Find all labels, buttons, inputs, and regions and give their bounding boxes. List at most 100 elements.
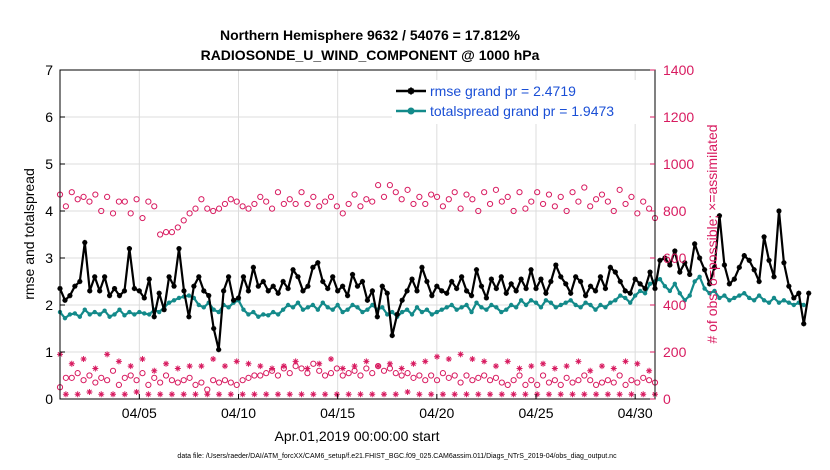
right-y-axis: 0 200 400 600 800 1000 1200 1400	[650, 62, 694, 407]
assimilated-point	[410, 360, 417, 367]
possible-low-point	[475, 374, 482, 381]
rmse-point	[667, 262, 673, 268]
rmse-point	[141, 295, 147, 301]
totalspread-point	[548, 300, 554, 305]
possible-low-point	[274, 372, 282, 379]
possible-low-point	[380, 367, 388, 374]
rmse-point	[146, 276, 152, 282]
rmse-point	[295, 274, 301, 280]
totalspread-point	[166, 300, 172, 305]
totalspread-point	[350, 302, 355, 308]
rmse-point	[488, 276, 494, 282]
possible-low-point	[62, 374, 69, 381]
possible-low-point	[333, 365, 340, 372]
possible-point	[445, 196, 452, 203]
totalspread-point	[122, 313, 127, 318]
possible-low-point	[162, 372, 170, 379]
totalspread-point	[667, 288, 673, 294]
totalspread-point	[345, 307, 350, 312]
possible-low-point	[198, 379, 205, 386]
assimilated-point	[428, 391, 435, 398]
possible-low-point	[145, 381, 152, 388]
rmse-point	[721, 262, 728, 268]
totalspread-point	[509, 302, 514, 308]
assimilated-point	[540, 360, 547, 367]
possible-point	[557, 193, 564, 200]
totalspread-point	[489, 302, 494, 308]
assimilated-point	[233, 358, 240, 365]
assimilated-point	[398, 365, 405, 372]
possible-low-point	[298, 365, 305, 372]
rmse-point	[97, 288, 103, 294]
totalspread-point	[290, 305, 296, 310]
totalspread-point	[380, 305, 385, 310]
assimilated-point	[416, 391, 423, 398]
assimilated-point	[86, 388, 93, 395]
assimilated-point	[251, 391, 258, 398]
rmse-point	[642, 285, 648, 292]
assimilated-point	[487, 391, 494, 398]
totalspread-point	[216, 309, 221, 315]
possible-low-point	[180, 377, 187, 384]
possible-point	[492, 186, 500, 193]
rmse-point	[781, 260, 787, 266]
totalspread-point	[454, 307, 459, 312]
totalspread-point	[499, 309, 504, 315]
totalspread-point	[419, 309, 425, 315]
assimilated-point	[163, 360, 170, 367]
assimilated-point	[434, 353, 441, 360]
totalspread-point	[102, 308, 107, 313]
assimilated-point	[121, 391, 128, 398]
rmse-point	[672, 248, 678, 254]
assimilated-point	[522, 391, 529, 398]
rmse-point	[270, 283, 276, 289]
possible-point	[239, 203, 246, 210]
possible-low-point	[74, 370, 81, 377]
totalspread-point	[62, 315, 68, 321]
possible-point	[104, 193, 111, 200]
rmse-point	[320, 278, 326, 285]
possible-low-point	[227, 379, 234, 386]
possible-low-point	[604, 377, 611, 384]
totalspread-point	[320, 300, 325, 305]
possible-point	[351, 191, 358, 198]
legend-box	[392, 80, 650, 124]
x-tick-label: 04/25	[518, 405, 553, 421]
rmse-point	[771, 274, 777, 280]
left-tick-label: 2	[45, 297, 53, 313]
rmse-point	[701, 267, 708, 273]
totalspread-point	[543, 298, 549, 303]
possible-low-point	[416, 372, 423, 379]
rmse-point	[67, 293, 73, 299]
totalspread-point	[662, 284, 668, 289]
rmse-point	[72, 283, 78, 289]
possible-low-point	[345, 370, 352, 377]
rmse-point	[340, 283, 346, 289]
rmse-point	[389, 332, 395, 339]
possible-point	[363, 196, 370, 203]
possible-point	[221, 200, 229, 208]
assimilated-point	[534, 391, 541, 398]
rmse-point	[463, 288, 470, 294]
possible-low-point	[439, 370, 447, 377]
totalspread-point	[360, 309, 365, 315]
totalspread-point	[439, 307, 444, 312]
possible-point	[210, 207, 217, 215]
totalspread-point	[727, 298, 732, 303]
possible-low-point	[569, 379, 576, 386]
possible-point	[380, 193, 388, 200]
possible-point	[316, 203, 323, 210]
rmse-point	[682, 260, 688, 266]
plot-frame	[59, 69, 656, 400]
possible-low-point	[451, 372, 458, 379]
totalspread-point	[771, 295, 777, 301]
assimilated-point	[363, 358, 370, 365]
possible-low-point	[186, 374, 193, 381]
possible-low-point	[139, 370, 146, 377]
rmse-point	[399, 297, 405, 303]
possible-point	[180, 217, 187, 224]
possible-low-point	[174, 379, 181, 386]
possible-point	[251, 200, 258, 208]
possible-low-point	[357, 372, 364, 379]
